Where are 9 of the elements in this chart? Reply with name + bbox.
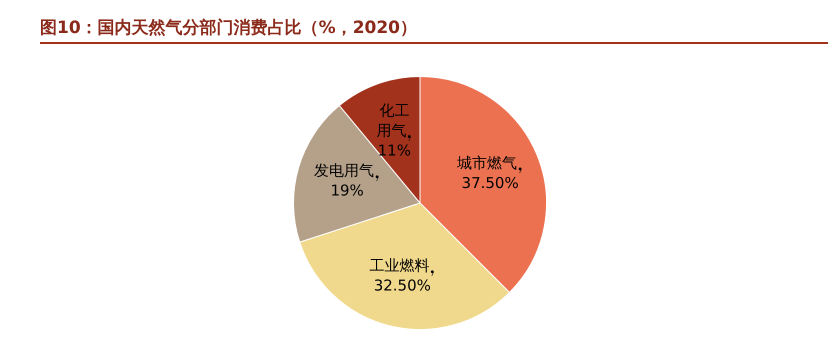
data-label: 32.50%	[374, 276, 431, 295]
slice-label: 发电用气	[314, 162, 374, 180]
data-label: 37.50%	[462, 174, 519, 192]
chart-title: 图10：国内天然气分部门消费占比（%，2020）	[40, 14, 828, 44]
slice-label: 工业燃料	[369, 256, 430, 275]
slice-label: 化工用气	[376, 101, 410, 140]
data-label: 11%	[378, 141, 411, 160]
slice-label: 城市燃气	[456, 154, 518, 172]
data-label: 19%	[330, 182, 364, 200]
